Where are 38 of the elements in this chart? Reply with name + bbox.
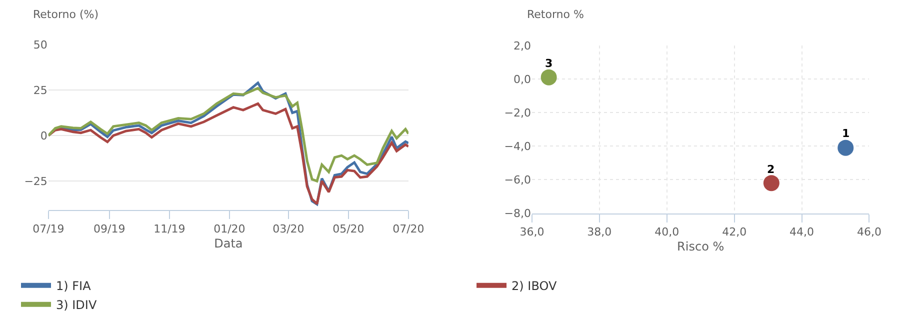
y-tick-label: 2,0 <box>513 39 531 52</box>
x-tick-label: 05/20 <box>332 222 364 236</box>
x-tick-label: 11/19 <box>154 222 186 236</box>
legend-label: 2) IBOV <box>512 279 558 294</box>
y-tick-label: 50 <box>33 38 48 52</box>
x-tick-label: 07/19 <box>32 222 64 236</box>
y-axis-title: Retorno (%) <box>33 8 99 21</box>
y-axis-title: Retorno % <box>527 8 584 21</box>
y-tick-label: 0 <box>40 129 48 142</box>
y-tick-label: −8,0 <box>504 207 531 220</box>
y-tick-label: −6,0 <box>504 174 531 187</box>
x-tick-label: 07/20 <box>392 222 424 236</box>
y-tick-label: −4,0 <box>504 140 531 153</box>
legend-label: 1) FIA <box>56 279 92 294</box>
y-tick-label: 25 <box>33 84 48 97</box>
y-tick-label: −25 <box>24 174 48 188</box>
line-series <box>48 86 408 182</box>
point <box>540 69 557 86</box>
line-series <box>48 102 408 206</box>
legend-label: 3) IDIV <box>56 298 98 312</box>
x-tick-label: 46,0 <box>856 225 882 238</box>
x-axis-title: Data <box>214 236 243 250</box>
annotation: 3 <box>545 57 553 70</box>
x-tick-label: 01/20 <box>214 222 246 236</box>
x-axis-title: Risco % <box>677 239 724 254</box>
x-tick-label: 36,0 <box>520 225 544 238</box>
x-tick-label: 42,0 <box>722 225 747 238</box>
point <box>763 175 780 192</box>
y-tick-label: 0,0 <box>513 72 531 86</box>
annotation: 1 <box>842 127 850 140</box>
point <box>838 140 854 156</box>
annotation: 2 <box>767 163 775 176</box>
x-tick-label: 03/20 <box>272 222 304 236</box>
x-tick-label: 09/19 <box>94 222 126 236</box>
x-tick-label: 40,0 <box>654 225 680 238</box>
y-tick-label: −2,0 <box>504 106 531 120</box>
x-tick-label: 38,0 <box>587 225 612 238</box>
x-tick-label: 44,0 <box>790 225 814 238</box>
